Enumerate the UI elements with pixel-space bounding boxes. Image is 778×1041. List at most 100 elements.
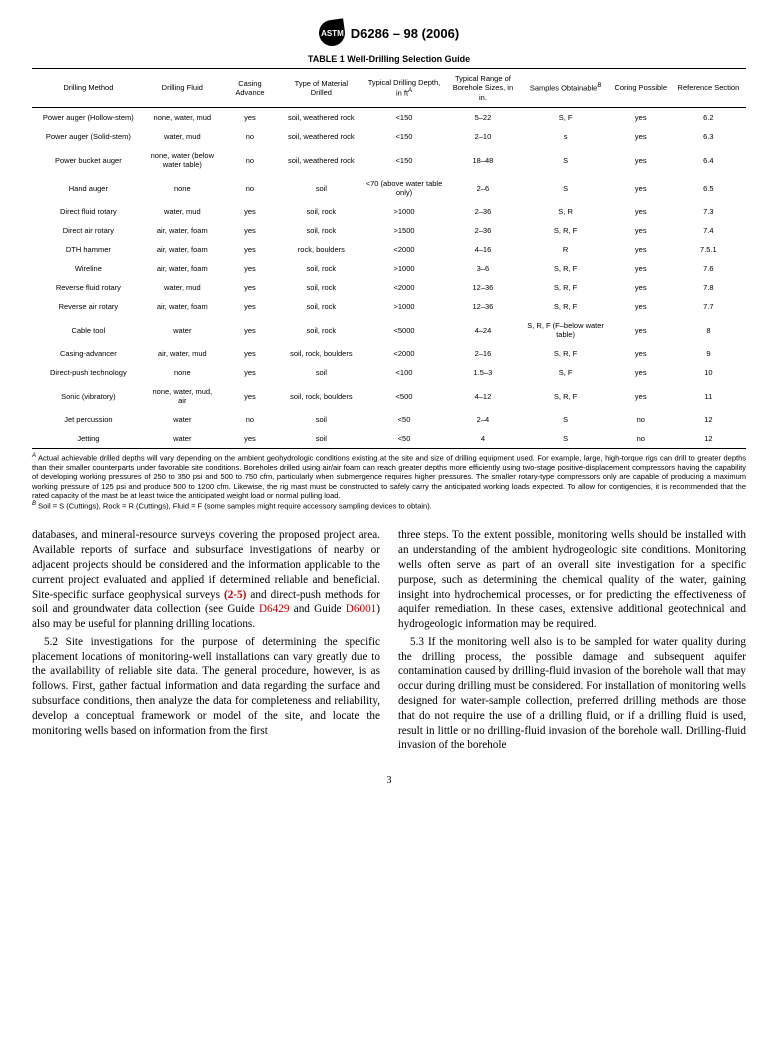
table-row: Reverse fluid rotarywater, mudyessoil, r… [32,278,746,297]
table-cell: 4 [445,429,520,449]
table-cell: 1.5–3 [445,363,520,382]
document-id: D6286 – 98 (2006) [351,26,459,41]
table-cell: air, water, foam [145,221,220,240]
table-cell: 3–6 [445,259,520,278]
para-5-1-cont: databases, and mineral-resource surveys … [32,528,380,631]
table-cell: none, water, mud, air [145,382,220,410]
table-header-8: Reference Section [671,69,746,108]
table-cell: S, R, F [521,344,611,363]
table-cell: air, water, foam [145,240,220,259]
table-cell: soil [280,363,363,382]
table-cell: soil, weathered rock [280,146,363,174]
table-cell: <100 [363,363,446,382]
table-cell: water [145,316,220,344]
table-cell: no [220,410,280,429]
footnote-b: Soil = S (Cuttings), Rock = R (Cuttings)… [38,501,432,510]
table-cell: S, F [521,363,611,382]
table-cell: 11 [671,382,746,410]
table-row: Casing-advancerair, water, mudyessoil, r… [32,344,746,363]
table-cell: 9 [671,344,746,363]
table-cell: yes [220,221,280,240]
table-cell: water [145,429,220,449]
table-cell: 7.4 [671,221,746,240]
table-cell: S, R, F (F–below water table) [521,316,611,344]
table-row: Power auger (Hollow-stem)none, water, mu… [32,108,746,128]
table-row: Direct fluid rotarywater, mudyessoil, ro… [32,202,746,221]
table-header-7: Coring Possible [611,69,671,108]
table-cell: S, R, F [521,259,611,278]
table-cell: 7.6 [671,259,746,278]
table-cell: 7.5.1 [671,240,746,259]
table-cell: yes [611,108,671,128]
table-cell: yes [611,344,671,363]
table-cell: Jetting [32,429,145,449]
table-cell: yes [611,363,671,382]
table-caption: TABLE 1 Well-Drilling Selection Guide [32,54,746,64]
table-cell: air, water, mud [145,344,220,363]
table-cell: no [220,174,280,202]
table-cell: 2–6 [445,174,520,202]
table-cell: 18–48 [445,146,520,174]
table-cell: <2000 [363,240,446,259]
table-header-4: Typical Drilling Depth, in ftA [363,69,446,108]
table-row: Hand augernonenosoil<70 (above water tab… [32,174,746,202]
table-cell: yes [611,240,671,259]
table-cell: yes [611,221,671,240]
table-cell: soil, rock [280,278,363,297]
table-cell: S, R, F [521,297,611,316]
table-cell: yes [611,127,671,146]
table-cell: <2000 [363,344,446,363]
table-cell: 12–36 [445,278,520,297]
table-cell: no [611,429,671,449]
table-header-6: Samples ObtainableB [521,69,611,108]
table-cell: soil, weathered rock [280,108,363,128]
logo-text: ASTM [320,29,343,38]
table-cell: S, R, F [521,221,611,240]
table-cell: <150 [363,146,446,174]
table-cell: 4–12 [445,382,520,410]
table-cell: yes [220,344,280,363]
table-cell: yes [611,316,671,344]
table-cell: yes [611,297,671,316]
ref-d6429: D6429 [259,603,289,615]
table-cell: >1500 [363,221,446,240]
table-cell: water [145,410,220,429]
table-header-1: Drilling Fluid [145,69,220,108]
table-cell: 10 [671,363,746,382]
table-cell: yes [220,297,280,316]
table-cell: Power auger (Hollow-stem) [32,108,145,128]
table-cell: 2–4 [445,410,520,429]
table-row: Power bucket augernone, water (below wat… [32,146,746,174]
table-cell: Power auger (Solid-stem) [32,127,145,146]
table-cell: <70 (above water table only) [363,174,446,202]
table-cell: <500 [363,382,446,410]
table-cell: <50 [363,429,446,449]
table-cell: 12 [671,410,746,429]
table-cell: S, R, F [521,382,611,410]
table-cell: soil, rock [280,297,363,316]
table-cell: <150 [363,108,446,128]
table-cell: soil, rock [280,259,363,278]
table-cell: rock, boulders [280,240,363,259]
table-cell: 8 [671,316,746,344]
page-number: 3 [32,775,746,786]
table-cell: Direct fluid rotary [32,202,145,221]
table-cell: water, mud [145,202,220,221]
table-cell: Direct air rotary [32,221,145,240]
table-cell: soil, rock, boulders [280,382,363,410]
table-cell: soil, rock [280,316,363,344]
table-cell: soil [280,410,363,429]
table-cell: S [521,146,611,174]
table-row: DTH hammerair, water, foamyesrock, bould… [32,240,746,259]
table-cell: yes [220,382,280,410]
table-cell: 6.5 [671,174,746,202]
table-cell: 4–16 [445,240,520,259]
table-cell: 12 [671,429,746,449]
table-cell: Cable tool [32,316,145,344]
table-cell: S, F [521,108,611,128]
para-5-3: 5.3 If the monitoring well also is to be… [398,635,746,753]
page-header: ASTM D6286 – 98 (2006) [32,20,746,46]
table-cell: none [145,174,220,202]
table-cell: 6.3 [671,127,746,146]
table-row: Jet percussionwaternosoil<502–4Sno12 [32,410,746,429]
